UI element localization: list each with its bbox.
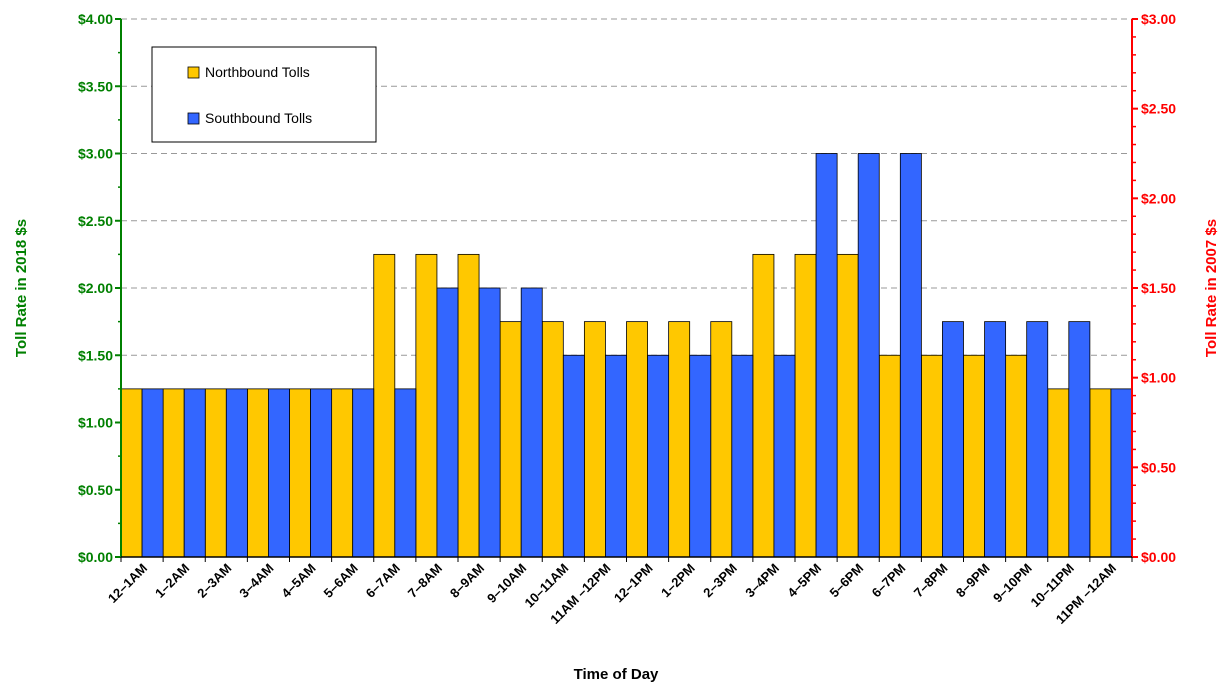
bar-southbound — [436, 287, 459, 558]
bar-northbound — [499, 321, 522, 558]
bar-northbound — [963, 354, 985, 558]
y-axis-title-left: Toll Rate in 2018 $s — [13, 219, 30, 357]
x-tick-label: 7–8AM — [405, 561, 445, 601]
bar-northbound — [457, 253, 480, 558]
bar-southbound — [942, 321, 964, 558]
bar-southbound — [689, 354, 712, 558]
bar-northbound — [373, 253, 396, 558]
x-axis-title: Time of Day — [574, 666, 659, 682]
x-tick-label: 8–9PM — [953, 561, 993, 601]
bar-southbound — [773, 354, 796, 558]
bar-northbound — [836, 253, 859, 558]
x-tick-label: 2–3AM — [194, 561, 234, 601]
x-tick-label: 2–3PM — [700, 561, 740, 601]
y-tick-label-right: $0.00 — [1141, 549, 1176, 565]
bar-northbound — [541, 321, 564, 558]
bar-southbound — [1026, 321, 1049, 558]
legend-label-northbound: Northbound Tolls — [205, 64, 310, 80]
bar-northbound — [204, 388, 227, 558]
bar-southbound — [562, 354, 585, 558]
bar-southbound — [1068, 321, 1091, 558]
legend-box — [151, 46, 377, 143]
bar-southbound — [605, 354, 627, 558]
x-tick-label: 6–7AM — [363, 561, 403, 601]
y-tick-label-right: $3.00 — [1141, 11, 1176, 27]
bar-southbound — [857, 153, 880, 558]
bar-northbound — [878, 354, 901, 558]
y-tick-label-left: $3.00 — [78, 146, 113, 162]
x-tick-label: 3–4PM — [742, 561, 782, 601]
legend-swatch-southbound — [187, 112, 200, 125]
x-tick-label: 12–1AM — [105, 561, 150, 606]
y-tick-label-left: $3.50 — [78, 78, 113, 94]
y-tick-label-right: $1.50 — [1141, 280, 1176, 296]
x-tick-label: 5–6AM — [321, 561, 361, 601]
bar-southbound — [225, 388, 248, 558]
x-tick-label: 6–7PM — [869, 561, 909, 601]
axes — [115, 18, 1138, 562]
x-tick-label: 3–4AM — [236, 561, 276, 601]
bar-southbound — [815, 153, 838, 558]
bar-northbound — [120, 388, 143, 558]
bar-southbound — [731, 354, 754, 558]
x-tick-label: 8–9AM — [447, 561, 487, 601]
bar-northbound — [1047, 388, 1070, 558]
bar-southbound — [478, 287, 501, 558]
x-tick-label: 7–8PM — [911, 561, 951, 601]
bar-northbound — [752, 253, 775, 558]
bar-northbound — [668, 321, 691, 558]
legend-swatch-northbound — [187, 66, 200, 79]
legend: Northbound Tolls Southbound Tolls — [151, 46, 377, 143]
y-axis-title-right: Toll Rate in 2007 $s — [1203, 219, 1220, 357]
bar-southbound — [268, 388, 290, 558]
bar-northbound — [289, 388, 311, 558]
bar-southbound — [394, 388, 417, 558]
x-tick-label: 12–1PM — [611, 561, 656, 606]
x-tick-label: 4–5PM — [784, 561, 824, 601]
bar-southbound — [183, 388, 206, 558]
bar-southbound — [520, 287, 543, 558]
bar-northbound — [331, 388, 354, 558]
bar-southbound — [984, 321, 1007, 558]
x-tick-label: 1–2AM — [152, 561, 192, 601]
y-tick-label-left: $0.00 — [78, 549, 113, 565]
bar-southbound — [1110, 388, 1133, 558]
y-tick-label-left: $1.50 — [78, 347, 113, 363]
bar-southbound — [310, 388, 333, 558]
y-tick-label-left: $2.50 — [78, 213, 113, 229]
x-tick-label: 1–2PM — [658, 561, 698, 601]
y-tick-label-right: $0.50 — [1141, 459, 1176, 475]
legend-label-southbound: Southbound Tolls — [205, 110, 312, 126]
bar-southbound — [647, 354, 670, 558]
bar-northbound — [583, 321, 606, 558]
x-tick-label: 5–6PM — [827, 561, 867, 601]
bar-northbound — [1005, 354, 1028, 558]
bar-northbound — [246, 388, 269, 558]
y-tick-label-left: $1.00 — [78, 415, 113, 431]
bar-southbound — [899, 153, 922, 558]
y-tick-label-right: $2.00 — [1141, 190, 1176, 206]
y-tick-label-left: $0.50 — [78, 482, 113, 498]
y-tick-label-right: $1.00 — [1141, 370, 1176, 386]
bar-northbound — [710, 321, 733, 558]
bar-northbound — [1089, 388, 1112, 558]
bar-northbound — [794, 253, 817, 558]
bar-northbound — [415, 253, 438, 558]
y-tick-label-right: $2.50 — [1141, 101, 1176, 117]
bars — [120, 153, 1133, 558]
bar-southbound — [352, 388, 375, 558]
x-tick-label: 4–5AM — [278, 561, 318, 601]
bar-northbound — [920, 354, 943, 558]
bar-northbound — [626, 321, 648, 558]
y-tick-label-left: $4.00 — [78, 11, 113, 27]
y-tick-label-left: $2.00 — [78, 280, 113, 296]
bar-northbound — [162, 388, 185, 558]
bar-southbound — [141, 388, 164, 558]
